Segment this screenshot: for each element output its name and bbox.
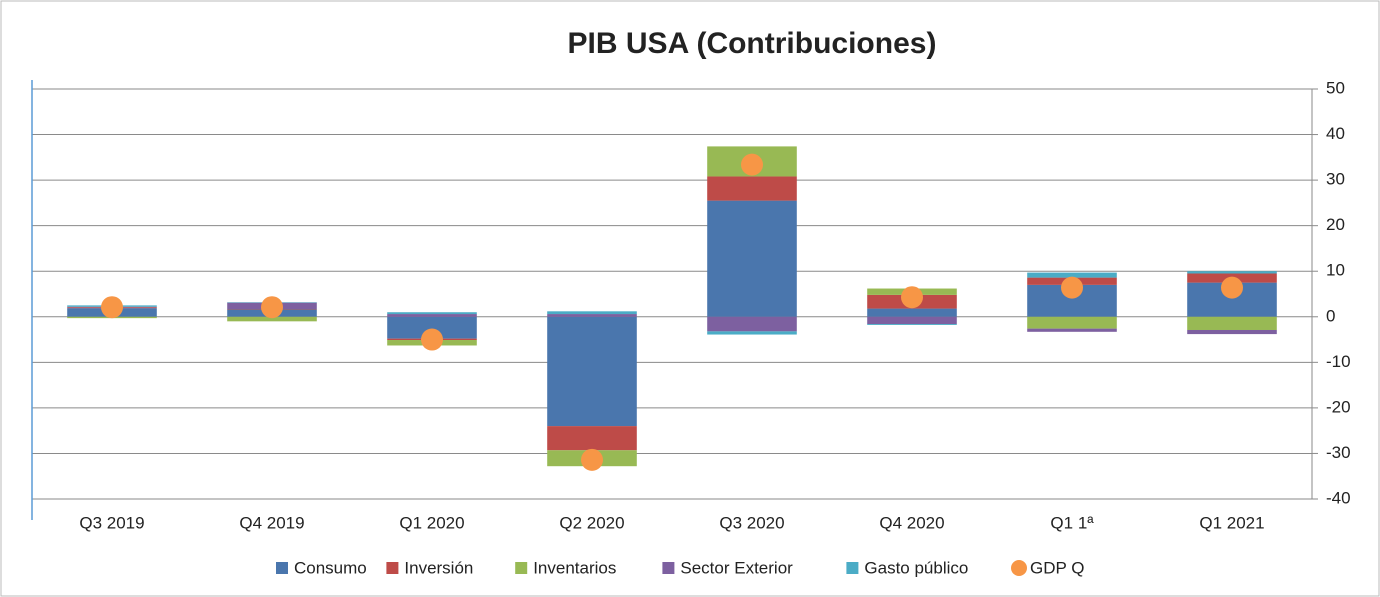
y-tick-label: 0 xyxy=(1326,306,1335,325)
legend-swatch xyxy=(386,562,399,574)
gdp-dot xyxy=(101,296,123,319)
legend-swatch xyxy=(846,562,859,574)
legend-swatch xyxy=(515,562,528,574)
y-tick-label: -40 xyxy=(1326,488,1351,507)
bar-segment xyxy=(547,314,637,317)
bar-segment xyxy=(707,176,797,201)
bar-segment xyxy=(547,311,637,315)
x-tick-label: Q4 2020 xyxy=(879,513,944,532)
bar-segment xyxy=(1027,272,1117,278)
y-tick-label: -30 xyxy=(1326,443,1351,462)
bar-segment xyxy=(867,308,957,317)
x-tick-label: Q1 2021 xyxy=(1199,513,1264,532)
y-tick-label: 40 xyxy=(1326,124,1345,143)
legend-swatch xyxy=(662,562,675,574)
bar-segment xyxy=(387,314,477,317)
x-tick-label: Q4 2019 xyxy=(239,513,304,532)
bar-segment xyxy=(227,316,317,322)
legend-label: Inversión xyxy=(404,558,473,577)
bar-segment xyxy=(1187,329,1277,335)
bar-segment xyxy=(547,426,637,451)
y-tick-label: 30 xyxy=(1326,170,1345,189)
bar-segment xyxy=(1027,316,1117,329)
bar-segment xyxy=(867,316,957,325)
legend-swatch xyxy=(276,562,288,574)
bar-segment xyxy=(1187,316,1277,330)
x-tick-label: Q3 2020 xyxy=(719,513,784,532)
bar-segment xyxy=(707,316,797,332)
chart-title: PIB USA (Contribuciones) xyxy=(568,27,937,60)
bar-segment xyxy=(707,331,797,335)
y-tick-label: -20 xyxy=(1326,397,1351,416)
gdp-dot xyxy=(741,153,763,176)
legend-swatch xyxy=(1011,560,1027,576)
x-tick-label: Q2 2020 xyxy=(559,513,624,532)
gdp-dot xyxy=(421,328,443,351)
y-tick-label: 50 xyxy=(1326,78,1345,97)
gdp-dot xyxy=(901,286,923,309)
gdp-dot xyxy=(581,448,603,471)
bar-segment xyxy=(1027,328,1117,332)
y-tick-label: 20 xyxy=(1326,215,1345,234)
bar-segment xyxy=(387,316,477,339)
bar-segment xyxy=(387,312,477,315)
x-tick-label: Q3 2019 xyxy=(79,513,144,532)
gdp-dot xyxy=(261,296,283,319)
bar-segment xyxy=(547,316,637,427)
legend-label: Gasto público xyxy=(864,558,968,577)
x-tick-label: Q1 1ª xyxy=(1050,513,1094,532)
y-tick-label: -10 xyxy=(1326,352,1351,371)
bar-segment xyxy=(707,200,797,317)
legend-label: Consumo xyxy=(294,558,367,577)
x-tick-label: Q1 2020 xyxy=(399,513,464,532)
bar-segment xyxy=(867,324,957,325)
legend-label: GDP Q xyxy=(1030,558,1084,577)
bar-segment xyxy=(1187,271,1277,274)
gdp-dot xyxy=(1061,276,1083,299)
legend-label: Inventarios xyxy=(533,558,616,577)
legend-label: Sector Exterior xyxy=(680,558,793,577)
y-tick-label: 10 xyxy=(1326,261,1345,280)
gdp-dot xyxy=(1221,276,1243,299)
